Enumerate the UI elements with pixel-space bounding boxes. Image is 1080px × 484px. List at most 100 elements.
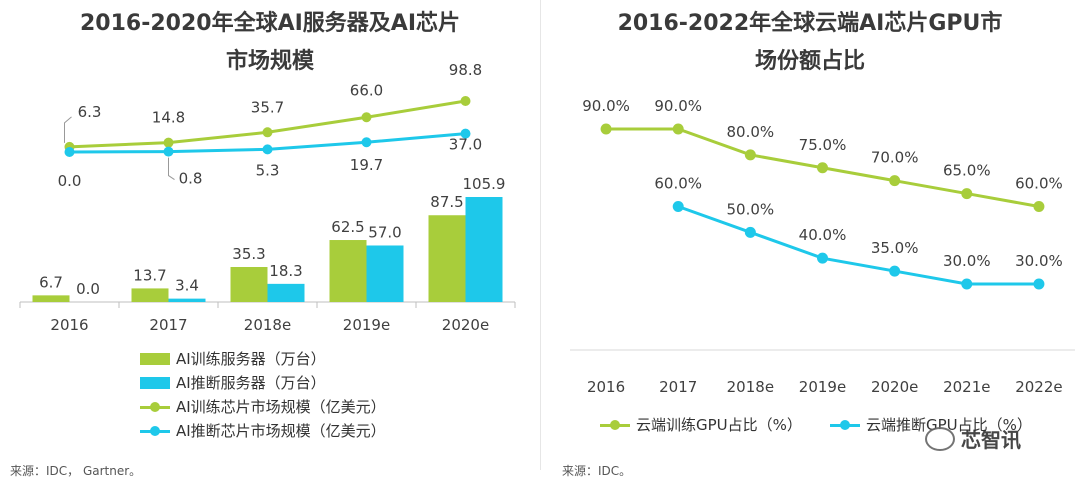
bar-label-train-server: 87.5: [430, 193, 463, 211]
watermark-text: 芯智讯: [961, 424, 1021, 453]
x-tick-label: 2021e: [943, 378, 990, 396]
point-cloud-train: [601, 124, 612, 135]
legend-swatch-infer-chip: [140, 425, 170, 437]
legend-item-train-chip: AI训练芯片市场规模（亿美元）: [140, 396, 386, 417]
line-label-cloud-train: 80.0%: [727, 123, 775, 141]
line-label-cloud-infer: 30.0%: [1015, 252, 1063, 270]
legend-item-cloud-train: 云端训练GPU占比（%）: [600, 414, 802, 435]
x-tick-label: 2019e: [799, 378, 846, 396]
legend-item-train-server: AI训练服务器（万台）: [140, 348, 326, 369]
x-tick-label: 2020e: [871, 378, 918, 396]
bar-label-train-server: 6.7: [39, 273, 63, 291]
point-train-chip: [164, 138, 174, 148]
point-cloud-train: [1033, 201, 1044, 212]
leader-line: [169, 158, 175, 180]
line-label-train-chip: 98.8: [449, 61, 482, 79]
legend-swatch-cloud-train: [600, 419, 630, 431]
point-cloud-train: [745, 149, 756, 160]
line-label-train-chip: 66.0: [350, 81, 383, 99]
line-label-cloud-infer: 30.0%: [943, 252, 991, 270]
point-train-chip: [362, 112, 372, 122]
bar-label-infer-server: 18.3: [269, 262, 302, 280]
line-label-train-chip: 14.8: [152, 109, 185, 127]
line-label-infer-chip: 0.0: [58, 172, 82, 190]
point-cloud-infer: [961, 279, 972, 290]
watermark: 芯智讯: [925, 424, 1021, 453]
point-infer-chip: [65, 147, 75, 157]
line-label-cloud-train: 60.0%: [1015, 175, 1063, 193]
leader-line: [65, 117, 72, 143]
bar-label-infer-server: 105.9: [463, 175, 506, 193]
point-infer-chip: [263, 144, 273, 154]
point-train-chip: [461, 96, 471, 106]
line-label-train-chip: 6.3: [78, 103, 102, 121]
point-cloud-train: [673, 124, 684, 135]
bar-label-infer-server: 3.4: [175, 277, 199, 295]
line-label-cloud-train: 75.0%: [799, 136, 847, 154]
right-chart-canvas: 2016 2017 2018e 2019e 2020e 2021e 2022e 90.0% 90…: [540, 0, 1080, 400]
bar-label-infer-server: 0.0: [76, 280, 100, 298]
line-label-cloud-train: 65.0%: [943, 162, 991, 180]
line-label-cloud-infer: 60.0%: [654, 175, 702, 193]
bar-infer-server: [466, 197, 503, 302]
line-label-infer-chip: 5.3: [256, 161, 280, 179]
x-tick-label: 2016: [587, 378, 625, 396]
line-label-cloud-infer: 50.0%: [727, 200, 775, 218]
bar-label-train-server: 62.5: [331, 218, 364, 236]
point-infer-chip: [164, 147, 174, 157]
bar-train-server: [429, 215, 466, 302]
line-label-cloud-infer: 40.0%: [799, 226, 847, 244]
point-cloud-train: [889, 175, 900, 186]
wechat-logo-icon: [925, 427, 955, 451]
point-cloud-train: [817, 162, 828, 173]
x-tick-label: 2017: [659, 378, 697, 396]
line-label-cloud-train: 90.0%: [654, 97, 702, 115]
legend-item-infer-server: AI推断服务器（万台）: [140, 372, 326, 393]
bar-train-server: [33, 295, 70, 302]
line-label-train-chip: 35.7: [251, 98, 284, 116]
bar-train-server: [330, 240, 367, 302]
bar-train-server: [231, 267, 268, 302]
line-label-infer-chip: 0.8: [179, 170, 203, 188]
point-train-chip: [263, 127, 273, 137]
right-chart-panel: 2016-2022年全球云端AI芯片GPU市 场份额占比 2016 2017 201…: [540, 0, 1080, 484]
right-source-note: 来源：IDC。: [562, 462, 631, 479]
x-tick-label: 2016: [50, 316, 88, 334]
point-infer-chip: [362, 137, 372, 147]
bar-infer-server: [367, 245, 404, 302]
x-tick-label: 2022e: [1015, 378, 1062, 396]
x-tick-label: 2018e: [244, 316, 291, 334]
x-tick-label: 2018e: [727, 378, 774, 396]
bar-label-train-server: 35.3: [232, 245, 265, 263]
point-cloud-infer: [745, 227, 756, 238]
legend-swatch-train-server: [140, 353, 170, 365]
line-label-cloud-infer: 35.0%: [871, 239, 919, 257]
line-label-cloud-train: 70.0%: [871, 149, 919, 167]
point-cloud-train: [961, 188, 972, 199]
x-tick-label: 2017: [149, 316, 187, 334]
bar-train-server: [132, 288, 169, 302]
point-cloud-infer: [889, 266, 900, 277]
left-chart-canvas: 2016 2017 2018e 2019e 2020e 6.7 13.7 35.3 62.5 87…: [0, 0, 540, 350]
legend-label-train-chip: AI训练芯片市场规模（亿美元）: [176, 396, 386, 417]
x-tick-label: 2019e: [343, 316, 390, 334]
point-cloud-infer: [817, 253, 828, 264]
legend-swatch-train-chip: [140, 401, 170, 413]
legend-label-train-server: AI训练服务器（万台）: [176, 348, 326, 369]
legend-label-cloud-train: 云端训练GPU占比（%）: [636, 414, 802, 435]
legend-swatch-infer-server: [140, 377, 170, 389]
line-label-infer-chip: 37.0: [449, 136, 482, 154]
bar-infer-server: [268, 284, 305, 302]
x-tick-label: 2020e: [442, 316, 489, 334]
legend-label-infer-server: AI推断服务器（万台）: [176, 372, 326, 393]
left-source-note: 来源：IDC， Gartner。: [10, 462, 141, 479]
line-label-infer-chip: 19.7: [350, 156, 383, 174]
legend-label-infer-chip: AI推断芯片市场规模（亿美元）: [176, 420, 386, 441]
legend-swatch-cloud-infer: [830, 419, 860, 431]
line-label-cloud-train: 90.0%: [582, 97, 630, 115]
bar-infer-server: [169, 299, 206, 302]
bar-label-train-server: 13.7: [133, 266, 166, 284]
legend-item-infer-chip: AI推断芯片市场规模（亿美元）: [140, 420, 386, 441]
bar-label-infer-server: 57.0: [368, 223, 401, 241]
left-chart-panel: 2016-2020年全球AI服务器及AI芯片 市场规模 2016 2017 2018…: [0, 0, 540, 484]
